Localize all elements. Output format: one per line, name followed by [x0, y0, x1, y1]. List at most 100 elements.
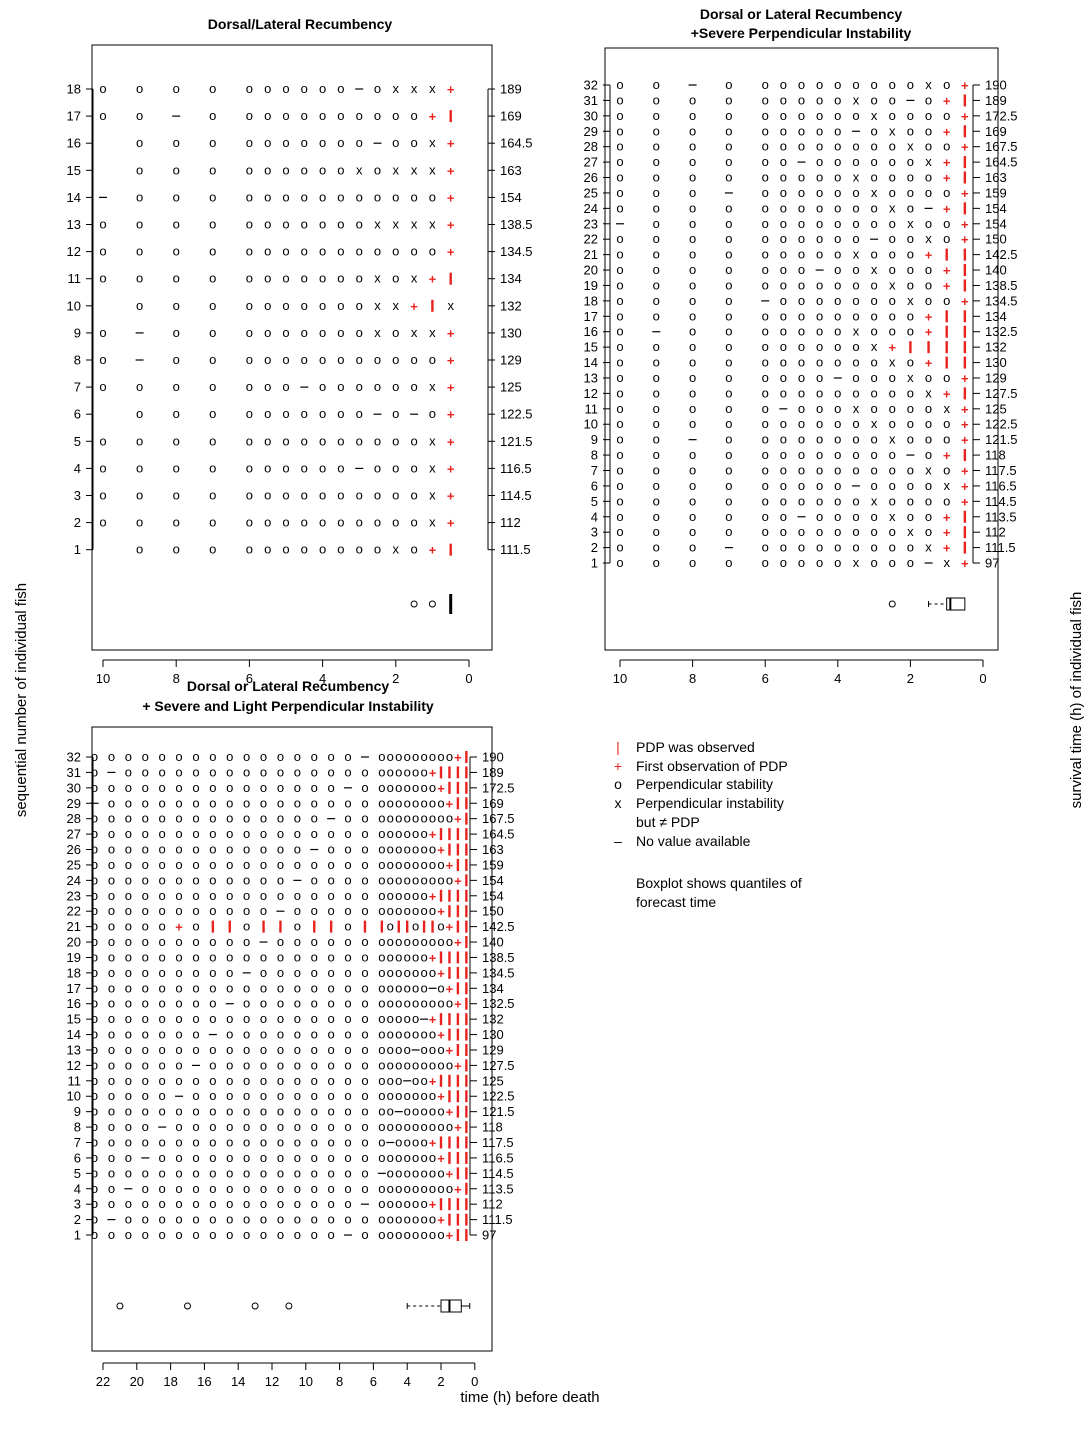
stability-mark: o — [420, 1057, 427, 1072]
survival-label: 117.5 — [482, 1135, 514, 1150]
stability-mark: o — [725, 108, 732, 123]
stability-mark: o — [192, 888, 199, 903]
y-tick-label: 3 — [74, 1197, 81, 1212]
pdp-mark — [456, 1136, 460, 1149]
stability-mark: o — [337, 488, 344, 503]
stability-mark: o — [159, 1104, 166, 1119]
stability-mark: o — [311, 872, 318, 887]
stability-mark: o — [108, 1027, 115, 1042]
stability-mark: o — [264, 162, 271, 177]
stability-mark: o — [404, 764, 411, 779]
stability-mark: o — [834, 185, 841, 200]
stability-mark: o — [361, 1027, 368, 1042]
stability-mark: o — [404, 842, 411, 857]
stability-mark: o — [264, 108, 271, 123]
legend-first-label: First observation of PDP — [636, 758, 788, 774]
stability-mark: o — [410, 189, 417, 204]
stability-mark: o — [378, 1150, 385, 1165]
stability-mark: o — [378, 888, 385, 903]
stability-mark: o — [264, 379, 271, 394]
stability-mark: o — [889, 478, 896, 493]
stability-mark: o — [294, 1119, 301, 1134]
stability-mark: o — [246, 515, 253, 530]
survival-label: 159 — [985, 185, 1007, 200]
survival-label: 163 — [985, 170, 1007, 185]
pdp-mark — [465, 1167, 468, 1180]
pdp-first-mark: + — [888, 340, 896, 355]
stability-mark: o — [125, 980, 132, 995]
stability-mark: o — [834, 231, 841, 246]
stability-mark: o — [328, 1119, 335, 1134]
stability-mark: o — [192, 1088, 199, 1103]
stability-mark: o — [246, 189, 253, 204]
instability-mark: x — [889, 509, 896, 524]
stability-mark: o — [834, 401, 841, 416]
stability-mark: o — [282, 515, 289, 530]
y-tick-label: 6 — [591, 478, 598, 493]
stability-mark: o — [311, 1165, 318, 1180]
pdp-first-mark: + — [437, 904, 445, 919]
stability-mark: o — [264, 325, 271, 340]
stability-mark: o — [173, 460, 180, 475]
stability-mark: o — [328, 857, 335, 872]
survival-label: 134.5 — [985, 293, 1018, 308]
x-tick-label: 0 — [979, 671, 986, 686]
pdp-mark — [945, 310, 948, 323]
y-tick-label: 11 — [585, 401, 599, 416]
stability-mark: o — [311, 1057, 318, 1072]
stability-mark: o — [301, 460, 308, 475]
stability-mark: o — [142, 1227, 149, 1242]
x-tick-label: 10 — [613, 671, 627, 686]
stability-mark: o — [136, 298, 143, 313]
stability-mark: o — [392, 433, 399, 448]
stability-mark: o — [378, 1027, 385, 1042]
stability-mark: o — [91, 1196, 98, 1211]
instability-mark: x — [429, 433, 436, 448]
stability-mark: o — [91, 1135, 98, 1150]
stability-mark: o — [226, 1165, 233, 1180]
y-tick-label: 3 — [591, 525, 598, 540]
stability-mark: o — [404, 749, 411, 764]
stability-mark: o — [277, 934, 284, 949]
pdp-first-mark: + — [943, 171, 951, 186]
stability-mark: o — [337, 379, 344, 394]
stability-mark: o — [816, 308, 823, 323]
survival-label: 169 — [482, 796, 504, 811]
stability-mark: o — [816, 370, 823, 385]
stability-mark: o — [780, 432, 787, 447]
stability-mark: o — [337, 406, 344, 421]
stability-mark: o — [209, 325, 216, 340]
stability-mark: o — [834, 308, 841, 323]
stability-mark: o — [277, 1011, 284, 1026]
stability-mark: o — [780, 478, 787, 493]
stability-mark: o — [243, 1119, 250, 1134]
stability-mark: o — [344, 1104, 351, 1119]
stability-mark: o — [125, 1212, 132, 1227]
stability-mark: o — [420, 872, 427, 887]
stability-mark: o — [192, 1165, 199, 1180]
stability-mark: o — [246, 81, 253, 96]
stability-mark: o — [420, 811, 427, 826]
stability-mark: o — [762, 478, 769, 493]
stability-mark: o — [689, 185, 696, 200]
stability-mark: o — [246, 108, 253, 123]
stability-mark: o — [392, 515, 399, 530]
stability-mark: o — [762, 277, 769, 292]
stability-mark: o — [798, 416, 805, 431]
y-tick-label: 24 — [67, 873, 81, 888]
stability-mark: o — [689, 401, 696, 416]
x-tick-label: 0 — [471, 1374, 478, 1389]
stability-mark: o — [209, 542, 216, 557]
stability-mark: o — [91, 888, 98, 903]
stability-mark: o — [404, 980, 411, 995]
stability-mark: o — [798, 247, 805, 262]
stability-mark: o — [159, 1135, 166, 1150]
stability-mark: o — [361, 1073, 368, 1088]
stability-mark: o — [226, 1135, 233, 1150]
boxplot-median — [449, 594, 453, 614]
stability-mark: o — [319, 433, 326, 448]
stability-mark: o — [420, 795, 427, 810]
stability-mark: o — [653, 139, 660, 154]
boxplot-outlier — [285, 1302, 293, 1310]
pdp-mark — [262, 920, 265, 933]
